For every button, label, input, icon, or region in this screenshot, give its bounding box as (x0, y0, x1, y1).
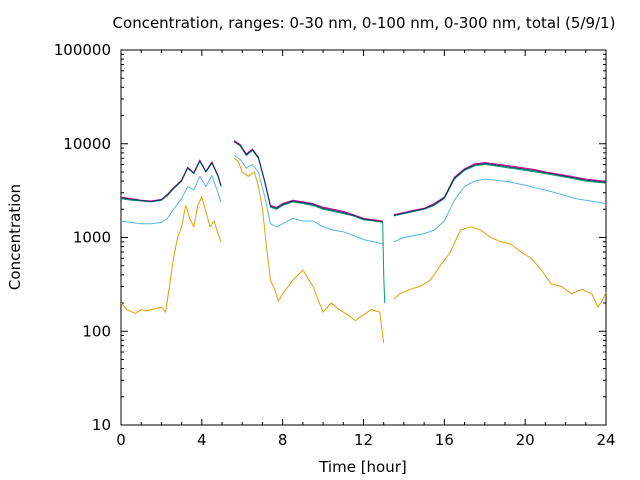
chart-title: Concentration, ranges: 0-30 nm, 0-100 nm… (113, 14, 616, 32)
series-line-2 (120, 155, 607, 245)
x-tick-label: 4 (197, 431, 207, 449)
x-tick-label: 16 (435, 431, 454, 449)
series-line-5 (120, 140, 607, 223)
y-tick-label: 100 (82, 322, 111, 340)
x-tick-label: 8 (278, 431, 288, 449)
y-tick-label: 1000 (73, 229, 111, 247)
y-tick-label: 100000 (54, 41, 111, 59)
x-axis: 0 4 8 12 16 20 24 (116, 50, 616, 449)
x-tick-label: 12 (354, 431, 373, 449)
series-line-3 (120, 141, 607, 304)
y-axis: 10 100 1000 10000 100000 (54, 41, 606, 434)
plot-area-frame (120, 49, 607, 426)
x-tick-label: 24 (596, 431, 615, 449)
series-line-1 (120, 157, 607, 344)
y-tick-label: 10000 (63, 135, 111, 153)
y-tick-label: 10 (92, 416, 111, 434)
y-axis-label: Concentration (6, 184, 24, 290)
series-layer (120, 140, 607, 344)
x-tick-label: 20 (516, 431, 535, 449)
series-line-4 (120, 140, 607, 222)
x-axis-label: Time [hour] (318, 458, 407, 476)
x-tick-label: 0 (116, 431, 126, 449)
